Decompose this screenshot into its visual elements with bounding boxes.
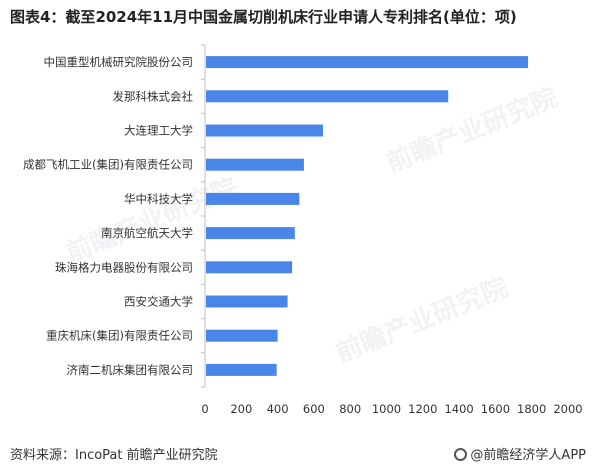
category-label: 中国重型机械研究院股份公司 <box>44 55 194 69</box>
category-label: 重庆机床(集团)有限责任公司 <box>46 329 193 343</box>
x-tick-label: 600 <box>303 402 325 416</box>
bar-chart: 中国重型机械研究院股份公司发那科株式会社大连理工大学成都飞机工业(集团)有限责任… <box>23 44 583 416</box>
brand-text: @前瞻经济学人APP <box>470 448 586 463</box>
x-tick-label: 1600 <box>481 402 510 416</box>
x-tick-label: 1000 <box>372 402 401 416</box>
brand-logo-icon <box>454 448 468 461</box>
category-label: 南京航空航天大学 <box>101 226 193 240</box>
x-tick-label: 800 <box>339 402 361 416</box>
chart-title: 图表4：截至2024年11月中国金属切削机床行业申请人专利排名(单位：项) <box>10 8 517 26</box>
x-tick-label: 0 <box>201 402 208 416</box>
bar <box>206 158 304 171</box>
brand-footer: @前瞻经济学人APP <box>454 444 586 463</box>
x-tick-label: 1200 <box>408 402 437 416</box>
x-tick-label: 200 <box>230 402 252 416</box>
bar <box>206 295 288 308</box>
category-label: 西安交通大学 <box>124 295 193 309</box>
bar <box>206 192 300 205</box>
bar <box>206 90 449 103</box>
category-label: 发那科株式会社 <box>113 89 194 103</box>
x-tick-label: 1800 <box>517 402 546 416</box>
source-note: 资料来源：IncoPat 前瞻产业研究院 <box>10 448 218 463</box>
category-label: 济南二机床集团有限公司 <box>67 363 194 377</box>
category-label: 大连理工大学 <box>124 124 193 138</box>
x-tick-label: 2000 <box>553 402 582 416</box>
bar <box>206 261 293 274</box>
category-label: 华中科技大学 <box>124 192 193 206</box>
bar <box>206 329 278 342</box>
x-tick-label: 400 <box>267 402 289 416</box>
x-tick-label: 1400 <box>444 402 473 416</box>
bar <box>206 56 529 69</box>
category-label: 成都飞机工业(集团)有限责任公司 <box>23 158 193 172</box>
bar <box>206 227 295 240</box>
bar <box>206 363 277 376</box>
category-label: 珠海格力电器股份有限公司 <box>55 260 193 274</box>
bar <box>206 124 323 137</box>
